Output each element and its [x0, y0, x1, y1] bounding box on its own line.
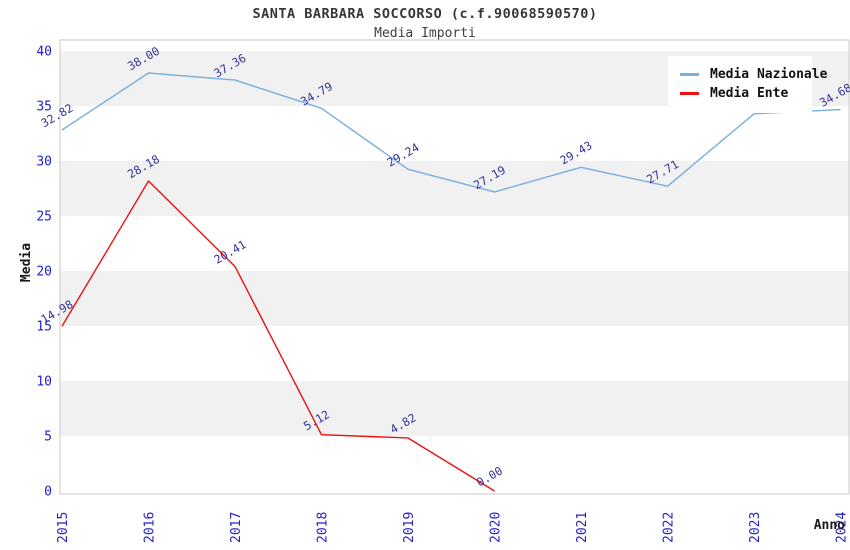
x-tick-label: 2019	[402, 512, 417, 543]
chart-title: SANTA BARBARA SOCCORSO (c.f.90068590570)	[252, 6, 598, 22]
y-tick-label: 35	[36, 100, 52, 115]
y-tick-label: 0	[44, 485, 52, 500]
y-tick-label: 25	[36, 210, 52, 225]
y-tick-label: 20	[36, 265, 52, 280]
x-axis-title: Anno	[813, 518, 845, 533]
grid-band	[60, 271, 849, 326]
y-tick-label: 5	[44, 430, 52, 445]
legend: Media Nazionale Media Ente	[668, 56, 827, 113]
x-tick-label: 2016	[143, 512, 158, 543]
x-tick-label: 2021	[575, 512, 590, 543]
y-tick-label: 10	[36, 375, 52, 390]
x-tick-label: 2017	[229, 512, 244, 543]
x-tick-label: 2020	[489, 512, 504, 543]
x-tick-label: 2022	[662, 512, 677, 543]
x-tick-label: 2024	[835, 512, 850, 543]
series-line-media-nazionale	[61, 72, 841, 193]
y-tick-label: 15	[36, 320, 52, 335]
x-tick-label: 2023	[748, 512, 763, 543]
grid-band	[60, 381, 849, 436]
point-label-media-ente: 0.00	[474, 464, 505, 490]
grid-band	[60, 161, 849, 216]
y-tick-label: 40	[36, 45, 52, 60]
legend-item-media-nazionale: Media Nazionale	[680, 66, 827, 82]
x-tick-label: 2015	[56, 512, 71, 543]
y-axis-title: Media	[19, 242, 35, 283]
y-tick-label: 30	[36, 155, 52, 170]
legend-swatch-media-nazionale	[680, 72, 699, 76]
legend-label-media-ente: Media Ente	[710, 85, 789, 101]
series-line-media-ente	[61, 180, 495, 492]
legend-swatch-media-ente	[680, 91, 699, 95]
chart-subtitle: Media Importi	[374, 26, 476, 41]
legend-label-media-nazionale: Media Nazionale	[710, 66, 828, 82]
x-tick-label: 2018	[316, 512, 331, 543]
legend-item-media-ente: Media Ente	[680, 85, 812, 101]
plot-border	[59, 39, 850, 495]
